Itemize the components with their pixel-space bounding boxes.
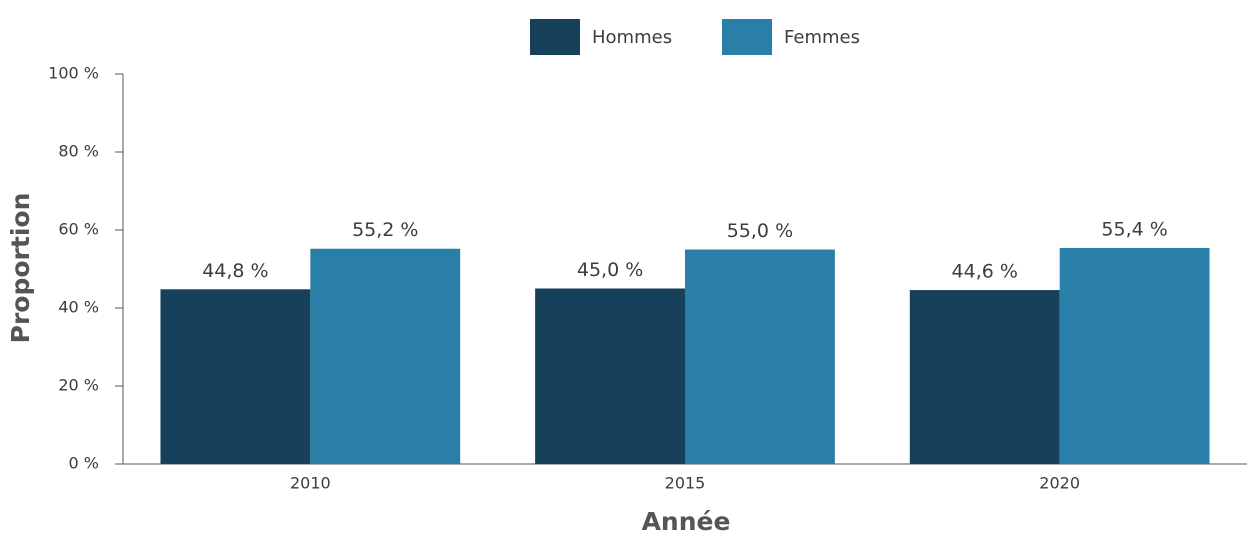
x-tick-label: 2015 bbox=[665, 474, 706, 493]
y-axis-title: Proportion bbox=[6, 193, 35, 344]
bar bbox=[310, 248, 461, 464]
value-label: 44,6 % bbox=[952, 261, 1018, 283]
value-label: 55,0 % bbox=[727, 220, 793, 242]
legend-swatch bbox=[722, 19, 772, 55]
value-label: 55,2 % bbox=[352, 219, 418, 241]
legend-swatch bbox=[530, 19, 580, 55]
bar bbox=[685, 249, 835, 464]
value-label: 45,0 % bbox=[577, 259, 643, 281]
y-tick-label: 60 % bbox=[58, 220, 99, 239]
x-tick-label: 2010 bbox=[290, 474, 331, 493]
y-tick-label: 40 % bbox=[58, 298, 99, 317]
y-tick-label: 0 % bbox=[69, 454, 99, 473]
value-label: 55,4 % bbox=[1101, 218, 1167, 240]
x-tick-label: 2020 bbox=[1039, 474, 1080, 493]
bar bbox=[535, 288, 685, 464]
legend-label: Femmes bbox=[784, 27, 860, 48]
y-tick-label: 80 % bbox=[58, 142, 99, 161]
value-label: 44,8 % bbox=[202, 260, 268, 282]
y-tick-label: 20 % bbox=[58, 376, 99, 395]
x-axis-title: Année bbox=[642, 507, 731, 536]
bar bbox=[160, 289, 311, 464]
legend-label: Hommes bbox=[592, 27, 672, 48]
y-tick-label: 100 % bbox=[48, 64, 99, 83]
bar bbox=[909, 290, 1060, 464]
bar bbox=[1059, 247, 1210, 464]
